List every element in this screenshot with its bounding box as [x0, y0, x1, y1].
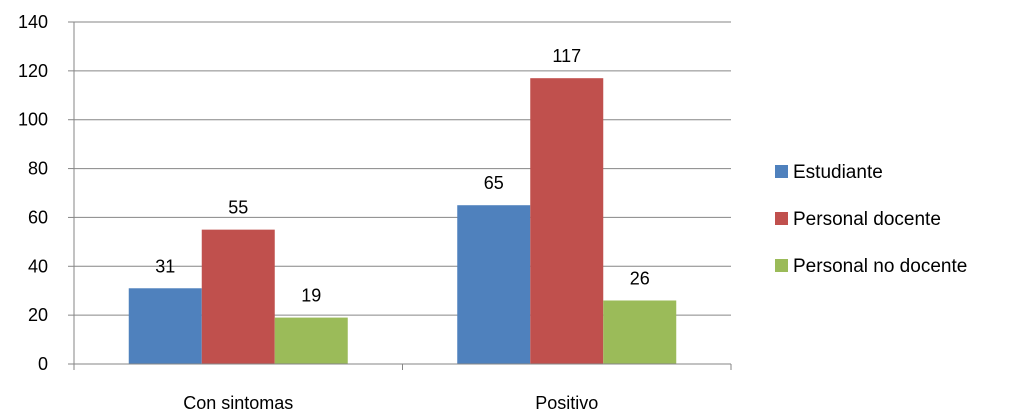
- legend-swatch: [775, 259, 788, 272]
- axes: 0 20 40 60 80 100 120 140 Con sintomas Positivo: [18, 12, 732, 413]
- y-tick-label: 20: [28, 305, 48, 325]
- legend-swatch: [775, 165, 788, 178]
- data-label: 19: [301, 286, 321, 306]
- y-tick-label: 120: [18, 61, 48, 81]
- y-tick-label: 0: [38, 354, 48, 374]
- bar: [274, 317, 348, 364]
- bar: [603, 300, 677, 364]
- gridlines: [74, 21, 731, 316]
- data-label: 55: [228, 198, 248, 218]
- legend-swatch: [775, 212, 788, 225]
- bars: [128, 78, 677, 364]
- bar: [128, 288, 202, 364]
- x-tick-label: Positivo: [535, 393, 598, 413]
- data-label: 31: [155, 256, 175, 276]
- bar: [530, 78, 604, 364]
- legend-label: Personal docente: [793, 209, 941, 230]
- legend-label: Estudiante: [793, 162, 883, 183]
- y-tick-label: 80: [28, 159, 48, 179]
- data-label: 26: [630, 268, 650, 288]
- data-label: 65: [484, 173, 504, 193]
- data-label: 117: [552, 46, 581, 66]
- y-tick-label: 60: [28, 207, 48, 227]
- data-labels: 31 55 19 65 117 26: [155, 46, 650, 305]
- legend-label: Personal no docente: [793, 256, 967, 277]
- y-tick-label: 100: [18, 110, 48, 130]
- y-tick-label: 40: [28, 256, 48, 276]
- bar: [201, 229, 275, 364]
- y-tick-label: 140: [18, 12, 48, 32]
- legend: Estudiante Personal docente Personal no do…: [775, 162, 967, 277]
- bar: [457, 205, 531, 364]
- x-tick-label: Con sintomas: [183, 393, 293, 413]
